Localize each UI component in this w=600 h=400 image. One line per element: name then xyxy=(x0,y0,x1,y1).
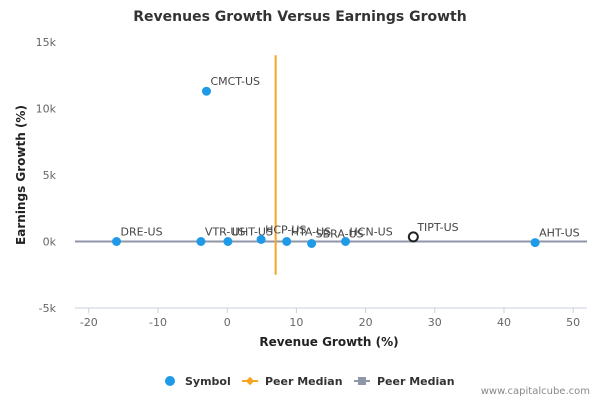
x-tick-label: -10 xyxy=(149,316,167,329)
data-point xyxy=(341,237,351,246)
data-point-label: UHT-US xyxy=(232,226,273,239)
x-tick-label: 10 xyxy=(289,316,303,329)
legend-item: Symbol xyxy=(165,375,231,388)
y-tick-label: -5k xyxy=(39,302,57,315)
data-point-label: AHT-US xyxy=(539,227,580,240)
x-tick-label: 20 xyxy=(359,316,373,329)
data-point-label: VTR-US xyxy=(205,226,245,239)
data-point-label: HCN-US xyxy=(350,226,393,239)
x-tick-label: 40 xyxy=(497,316,511,329)
legend-item: Peer Median xyxy=(354,375,455,388)
data-point-label: DRE-US xyxy=(121,226,163,239)
credit-text: www.capitalcube.com xyxy=(481,386,590,397)
data-point xyxy=(282,237,292,246)
data-point xyxy=(530,238,540,248)
y-axis-label: Earnings Growth (%) xyxy=(14,105,28,245)
data-point xyxy=(256,235,266,245)
data-point-label: HCP-US xyxy=(265,224,306,237)
y-tick-label: 5k xyxy=(43,169,57,182)
y-tick-label: 15k xyxy=(36,36,57,49)
data-point xyxy=(223,237,233,246)
x-tick-label: 30 xyxy=(428,316,442,329)
y-tick-label: 0k xyxy=(43,236,57,249)
legend-item: Peer Median xyxy=(242,375,343,388)
legend-square-icon xyxy=(358,377,366,385)
y-tick-label: 10k xyxy=(36,103,57,116)
legend: Symbol Peer Median Peer Median xyxy=(165,375,455,388)
data-point xyxy=(201,86,211,96)
data-point-label: SBRA-US xyxy=(316,227,364,240)
data-point-label: CMCT-US xyxy=(210,75,260,88)
chart-title: Revenues Growth Versus Earnings Growth xyxy=(133,9,466,25)
legend-label: Peer Median xyxy=(377,375,455,388)
data-point-highlight xyxy=(407,231,419,243)
data-point-label: TIPT-US xyxy=(416,221,458,234)
x-tick-label: -20 xyxy=(80,316,98,329)
data-point xyxy=(307,238,317,248)
legend-diamond-icon xyxy=(245,376,255,386)
plot-area: -20 -10 0 10 20 30 40 50 -5k 0k 5k 10k 15k CMCT-US DRE… xyxy=(36,36,587,329)
legend-label: Symbol xyxy=(185,375,231,388)
data-point xyxy=(112,237,122,246)
data-point-label: HTA-US xyxy=(291,226,331,239)
x-tick-label: 0 xyxy=(224,316,231,329)
legend-symbol-icon xyxy=(165,376,175,386)
data-point xyxy=(196,237,206,246)
x-tick-label: 50 xyxy=(566,316,580,329)
x-axis-label: Revenue Growth (%) xyxy=(259,335,398,349)
legend-label: Peer Median xyxy=(265,375,343,388)
